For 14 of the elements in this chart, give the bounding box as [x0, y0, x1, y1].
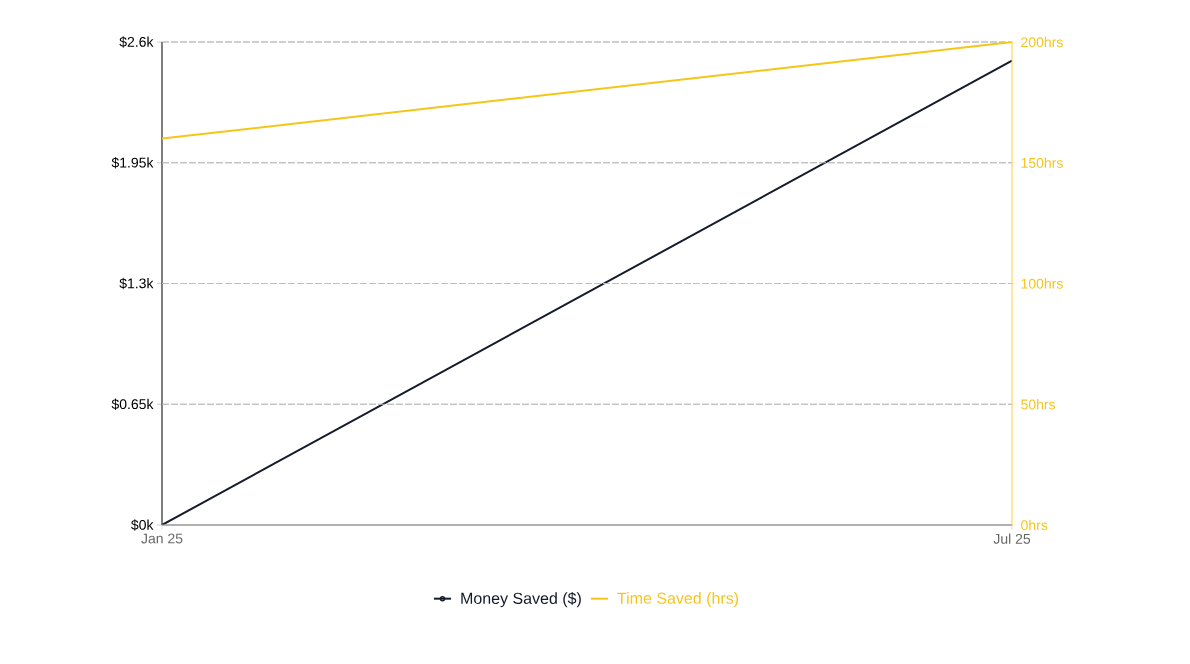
- y2-tick-label: 0hrs: [1021, 519, 1048, 531]
- y-tick-label: $2.6k: [119, 36, 154, 48]
- y2-tick-label: 50hrs: [1021, 399, 1056, 410]
- y-tick-label: $0.65k: [111, 398, 154, 410]
- legend-label: Time Saved (hrs): [617, 592, 739, 608]
- y2-tick-label: 200hrs: [1021, 36, 1063, 48]
- x-tick-label: Jan 25: [141, 533, 183, 544]
- x-tick-label: Jul 25: [993, 533, 1031, 544]
- legend-label: Money Saved ($): [461, 592, 581, 608]
- y-tick-label: $1.3k: [119, 277, 154, 290]
- y-tick-label: $0k: [131, 519, 154, 531]
- y-tick-label: $1.95k: [111, 157, 154, 169]
- y2-tick-label: 150hrs: [1021, 157, 1063, 168]
- y2-tick-label: 100hrs: [1021, 278, 1063, 289]
